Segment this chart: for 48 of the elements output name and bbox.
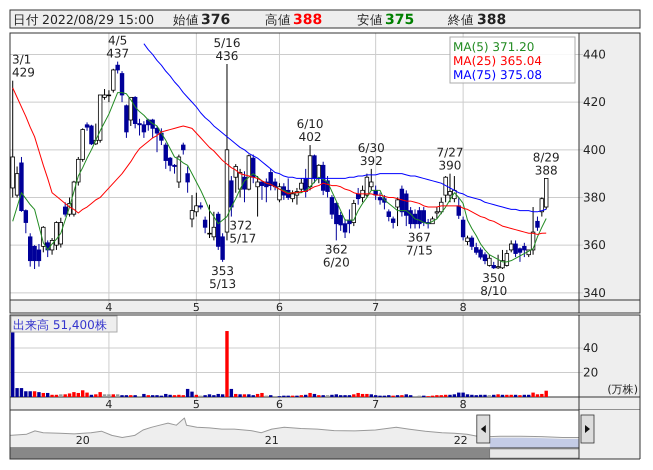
text: 8/29 388 (532, 150, 560, 178)
x-tick-label: 8 (460, 398, 467, 411)
y-tick-label: 40 (583, 341, 598, 356)
text: 388 (477, 12, 506, 28)
text: 4/5 437 (106, 34, 130, 61)
text: 高値 (265, 12, 291, 27)
text: 日付 (13, 12, 39, 27)
text: 362 6/20 (322, 242, 350, 270)
text: 7/27 390 (436, 146, 464, 173)
text: 2022/08/29 15:00 (42, 12, 154, 27)
y-tick-label: 340 (583, 286, 606, 300)
x-tick-label: 8 (460, 301, 467, 314)
chart-title: 出来高 51,400株 (13, 318, 107, 332)
x-tick-label: 6 (276, 398, 283, 411)
x-tick-label: 20 (76, 434, 90, 447)
text: 6/30 392 (358, 140, 385, 168)
x-tick-label: 7 (372, 301, 380, 314)
text: 終値 (447, 12, 474, 27)
text: 350 8/10 (480, 271, 508, 298)
text: 376 (201, 12, 230, 28)
text: 3/1 429 (12, 52, 35, 80)
x-tick-label: 7 (372, 398, 380, 411)
text: 372 5/17 (229, 218, 256, 246)
y-tick-label: 420 (583, 95, 606, 110)
text: 367 7/15 (406, 230, 433, 258)
x-tick-label: 21 (264, 434, 279, 447)
text: 375 (385, 12, 414, 28)
y-tick-label: 400 (583, 142, 606, 157)
text: MA(75) 375.08 (453, 68, 542, 82)
text: 始値 (173, 12, 199, 27)
text: 388 (293, 12, 322, 28)
y-tick-label: 380 (583, 190, 606, 204)
x-tick-label: 4 (105, 301, 112, 314)
y-tick-label: 20 (583, 366, 598, 380)
text: 353 5/13 (209, 264, 236, 291)
text: MA(25) 365.04 (453, 54, 542, 68)
text: 安値 (357, 12, 383, 27)
y-tick-label: 360 (583, 238, 606, 252)
text: 5/16 436 (214, 36, 240, 63)
text: 6/10 402 (296, 117, 324, 144)
y-tick-label: 440 (583, 47, 606, 62)
y-axis-title: (万株) (607, 383, 638, 396)
text: MA(5) 371.20 (453, 40, 534, 54)
x-tick-label: 4 (105, 398, 112, 411)
x-tick-label: 5 (192, 398, 200, 411)
x-tick-label: 22 (454, 434, 468, 447)
x-tick-label: 5 (192, 301, 200, 314)
x-tick-label: 6 (276, 301, 283, 314)
